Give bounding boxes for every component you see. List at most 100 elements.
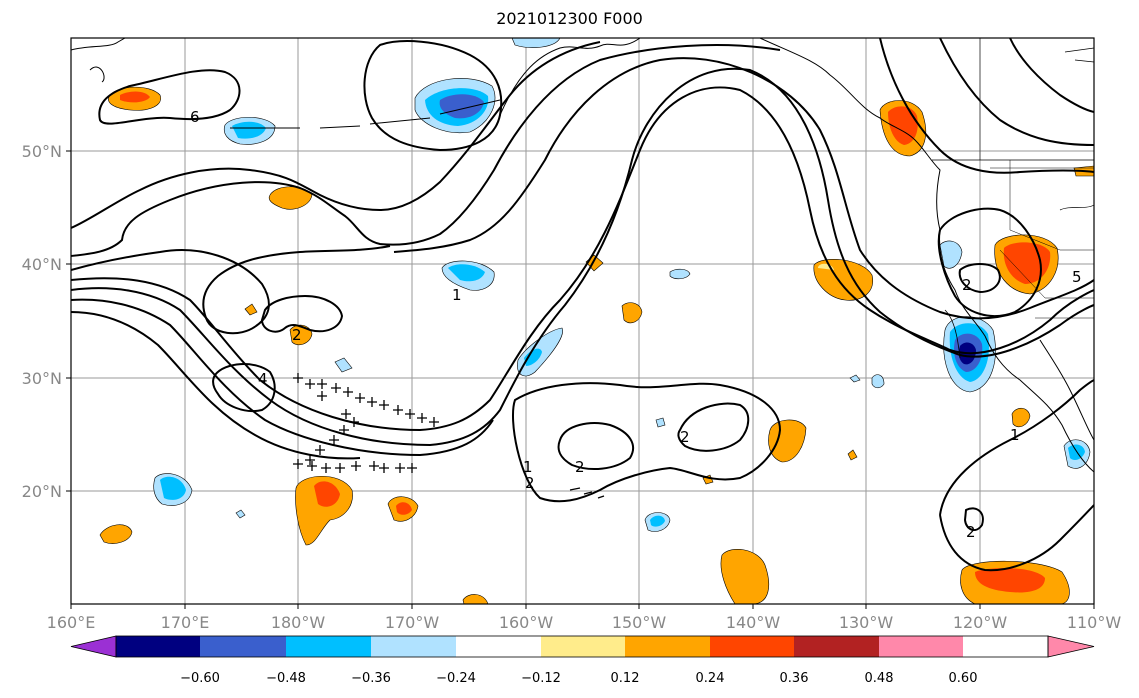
anomaly-blob bbox=[524, 348, 542, 366]
contour-line bbox=[939, 38, 1094, 146]
colorbar-tick-label: −0.60 bbox=[180, 671, 220, 686]
contour-line bbox=[937, 207, 1042, 317]
plus-marker bbox=[321, 463, 331, 473]
plus-marker bbox=[395, 463, 405, 473]
anomaly-blob bbox=[849, 374, 861, 383]
anomaly-blob bbox=[232, 121, 266, 139]
plus-marker bbox=[339, 425, 349, 435]
contour-line bbox=[363, 40, 503, 152]
map-frame bbox=[70, 37, 1095, 605]
colorbar-tick-label: 0.60 bbox=[949, 671, 978, 686]
lon-label: 180°W bbox=[271, 613, 326, 632]
anomaly-blob bbox=[511, 38, 561, 48]
plus-marker bbox=[429, 417, 439, 427]
contour-line bbox=[98, 69, 241, 125]
contour-label-group: 6 1 2 4 2 2 1 2 2 1 2 5 bbox=[190, 108, 1082, 541]
colorbar-tick-label: 0.24 bbox=[696, 671, 725, 686]
contour-lines bbox=[71, 38, 1094, 572]
anomaly-blob bbox=[160, 476, 186, 500]
plus-marker bbox=[369, 461, 379, 471]
contour-line bbox=[71, 298, 494, 457]
contour-label: 2 bbox=[575, 458, 585, 476]
axis-ticks bbox=[66, 150, 1095, 609]
anomaly-blob bbox=[669, 268, 691, 280]
contour-line bbox=[393, 57, 1094, 320]
plus-marker bbox=[305, 379, 315, 389]
anomaly-blob bbox=[768, 419, 807, 463]
colorbar-segment bbox=[794, 636, 879, 657]
anomaly-blob bbox=[1011, 407, 1031, 428]
contour-line bbox=[512, 382, 782, 503]
plus-marker bbox=[351, 461, 361, 471]
contour-line bbox=[677, 402, 750, 452]
coastlines bbox=[71, 38, 1094, 499]
colorbar-tick-labels: −0.60 −0.48 −0.36 −0.24 −0.12 0.12 0.24 … bbox=[180, 671, 977, 686]
map-area: 6 1 2 4 2 2 1 2 2 1 2 5 bbox=[71, 38, 1094, 604]
anomaly-blob bbox=[888, 106, 918, 145]
anomaly-blob bbox=[871, 374, 885, 389]
colorbar-tick-label: 0.12 bbox=[611, 671, 640, 686]
colorbar-segment bbox=[710, 636, 794, 657]
anomaly-blob bbox=[268, 186, 313, 210]
contour-line bbox=[1009, 38, 1094, 113]
colorbar-segment bbox=[1047, 635, 1095, 658]
anomaly-blob bbox=[621, 302, 643, 324]
colorbar-tick-label: 0.36 bbox=[780, 671, 809, 686]
anomaly-blob bbox=[813, 259, 873, 301]
anomaly-blob bbox=[939, 240, 963, 269]
anomaly-blob bbox=[720, 548, 770, 604]
plus-marker bbox=[305, 455, 315, 465]
anomaly-blob bbox=[120, 91, 150, 103]
plus-marker bbox=[393, 405, 403, 415]
contour-line bbox=[71, 67, 1094, 447]
plus-marker bbox=[307, 461, 317, 471]
contour-label: 2 bbox=[680, 428, 690, 446]
anomaly-blob bbox=[235, 509, 246, 519]
plus-marker bbox=[355, 393, 365, 403]
colorbar-segment bbox=[625, 636, 710, 657]
anomaly-blob bbox=[650, 515, 665, 527]
plus-marker bbox=[379, 400, 389, 410]
colorbar bbox=[70, 635, 1095, 658]
colorbar-segment bbox=[879, 636, 963, 657]
lat-label: 40°N bbox=[22, 255, 62, 274]
contour-line bbox=[963, 507, 984, 531]
colorbar-tick-label: 0.48 bbox=[865, 671, 894, 686]
longitude-labels: 160°E 170°E 180°W 170°W 160°W 150°W 140°… bbox=[47, 613, 1122, 632]
anomaly-blob bbox=[462, 594, 489, 604]
anomaly-blob bbox=[244, 303, 258, 316]
lon-label: 160°E bbox=[47, 613, 96, 632]
contour-label: 5 bbox=[1072, 268, 1082, 286]
colorbar-segment bbox=[116, 636, 200, 657]
lon-label: 140°W bbox=[726, 613, 781, 632]
lon-label: 170°E bbox=[161, 613, 210, 632]
colorbar-segment bbox=[70, 635, 117, 658]
plus-marker bbox=[293, 373, 303, 383]
contour-line bbox=[939, 504, 1094, 572]
plus-markers bbox=[293, 373, 439, 473]
colorbar-tick-label: −0.12 bbox=[521, 671, 561, 686]
colorbar-segment bbox=[963, 636, 1048, 657]
contour-line bbox=[71, 41, 601, 229]
plus-marker bbox=[349, 417, 359, 427]
plus-marker bbox=[343, 387, 353, 397]
contour-line bbox=[958, 263, 1001, 294]
plus-marker bbox=[317, 379, 327, 389]
plus-marker bbox=[331, 383, 341, 393]
contour-line bbox=[71, 311, 361, 460]
anomaly-blob bbox=[314, 481, 340, 507]
contour-line bbox=[71, 245, 391, 335]
lon-label: 150°W bbox=[612, 613, 667, 632]
contour-line bbox=[557, 422, 635, 471]
anomaly-blob bbox=[439, 94, 484, 119]
plus-marker bbox=[317, 391, 327, 401]
contour-label: 2 bbox=[962, 276, 972, 294]
colorbar-segment bbox=[541, 636, 625, 657]
contour-line bbox=[260, 294, 344, 333]
lon-label: 160°W bbox=[499, 613, 554, 632]
contour-label: 2 bbox=[525, 474, 535, 492]
anomaly-blob bbox=[396, 502, 412, 515]
colorbar-segment bbox=[456, 636, 541, 657]
lon-label: 130°W bbox=[839, 613, 894, 632]
colorbar-tick-label: −0.48 bbox=[266, 671, 306, 686]
